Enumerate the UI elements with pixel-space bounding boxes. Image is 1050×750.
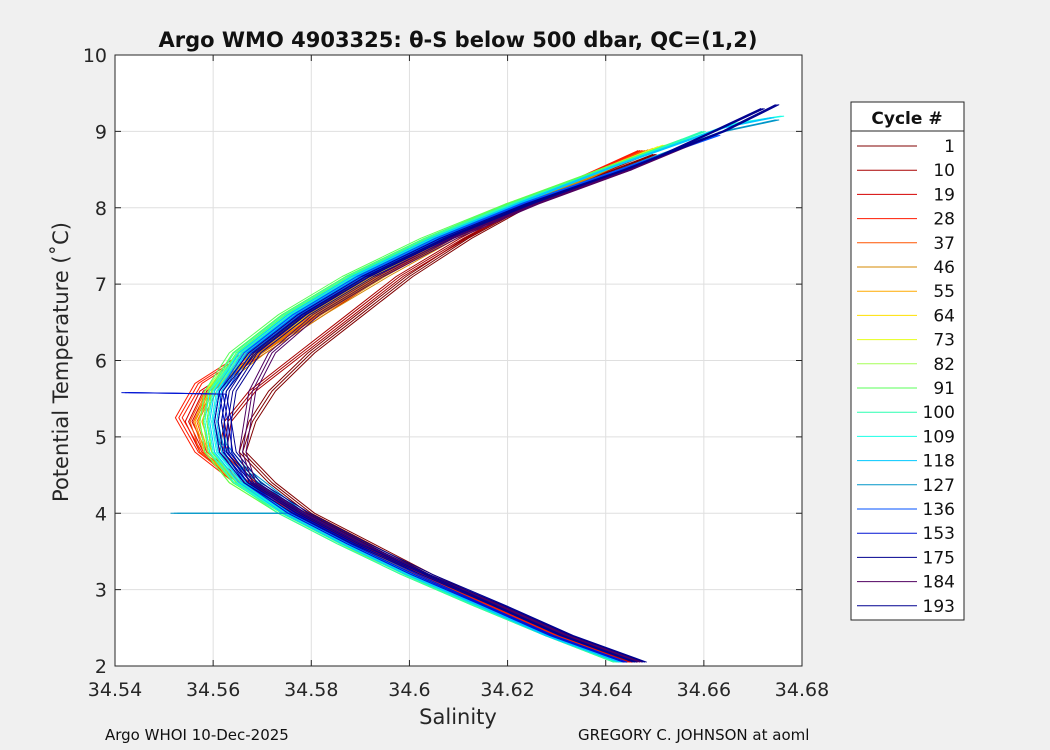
legend-label-82: 82	[933, 355, 955, 375]
y-tick-label: 3	[95, 580, 107, 602]
legend-label-46: 46	[933, 258, 955, 278]
y-tick-label: 5	[95, 427, 107, 449]
footer-right: GREGORY C. JOHNSON at aoml	[578, 726, 809, 744]
legend-label-184: 184	[923, 573, 955, 593]
legend-label-100: 100	[923, 403, 955, 423]
y-axis-label: Potential Temperature (˚C)	[49, 222, 73, 502]
legend: Cycle # 1 10 19 28 37 46 55 64 73 82 91 100 109 118 12…	[850, 101, 965, 621]
legend-label-37: 37	[933, 234, 955, 254]
x-tick-label: 34.56	[186, 679, 240, 701]
series-line-cycle-184	[245, 138, 706, 663]
legend-label-73: 73	[933, 331, 955, 351]
series-line-cycle-118	[216, 117, 775, 663]
x-axis-label: Salinity	[419, 705, 497, 729]
legend-label-109: 109	[923, 427, 955, 447]
legend-label-55: 55	[933, 282, 955, 302]
ticks	[114, 54, 803, 667]
legend-label-118: 118	[923, 452, 955, 472]
series-line-cycle-193	[217, 104, 778, 663]
chart-title: Argo WMO 4903325: θ-S below 500 dbar, QC…	[159, 28, 758, 52]
series-line-cycle-193	[214, 104, 776, 663]
y-tick-label: 8	[95, 198, 107, 220]
x-tick-label: 34.64	[579, 679, 633, 701]
y-tick-label: 6	[95, 351, 107, 373]
legend-title: Cycle #	[871, 109, 942, 129]
legend-label-10: 10	[933, 161, 955, 181]
legend-label-19: 19	[933, 185, 955, 205]
legend-label-175: 175	[923, 548, 955, 568]
legend-label-193: 193	[923, 597, 955, 617]
legend-label-91: 91	[933, 379, 955, 399]
y-tick-label: 9	[95, 121, 107, 143]
x-tick-label: 34.58	[284, 679, 338, 701]
legend-label-127: 127	[923, 476, 955, 496]
y-tick-label: 10	[83, 45, 107, 67]
x-tick-label: 34.54	[88, 679, 142, 701]
x-tick-label: 34.6	[388, 679, 430, 701]
series-line-cycle-184	[238, 138, 703, 663]
y-tick-label: 7	[95, 274, 107, 296]
legend-label-153: 153	[923, 524, 955, 544]
legend-label-64: 64	[933, 306, 955, 326]
series-line-cycle-118	[212, 117, 773, 663]
series-group	[121, 104, 785, 663]
x-tick-label: 34.68	[775, 679, 829, 701]
series-line-cycle-193	[221, 104, 780, 663]
legend-label-28: 28	[933, 210, 955, 230]
x-tick-labels: 34.54 34.56 34.58 34.6 34.62 34.64 34.66 34.68	[88, 679, 829, 701]
x-tick-label: 34.66	[677, 679, 731, 701]
legend-label-1: 1	[944, 137, 955, 157]
series-line-cycle-175	[227, 108, 763, 663]
footer-left: Argo WHOI 10-Dec-2025	[105, 726, 289, 744]
legend-label-136: 136	[923, 500, 955, 520]
y-tick-label: 4	[95, 503, 107, 525]
y-tick-labels: 2 3 4 5 6 7 8 9 10	[83, 45, 107, 678]
legend-items: 1 10 19 28 37 46 55 64 73 82 91 100 109 118 127 136 153 1…	[857, 137, 955, 617]
x-tick-label: 34.62	[480, 679, 534, 701]
y-tick-label: 2	[95, 656, 107, 678]
series-line-cycle-118	[209, 117, 771, 663]
